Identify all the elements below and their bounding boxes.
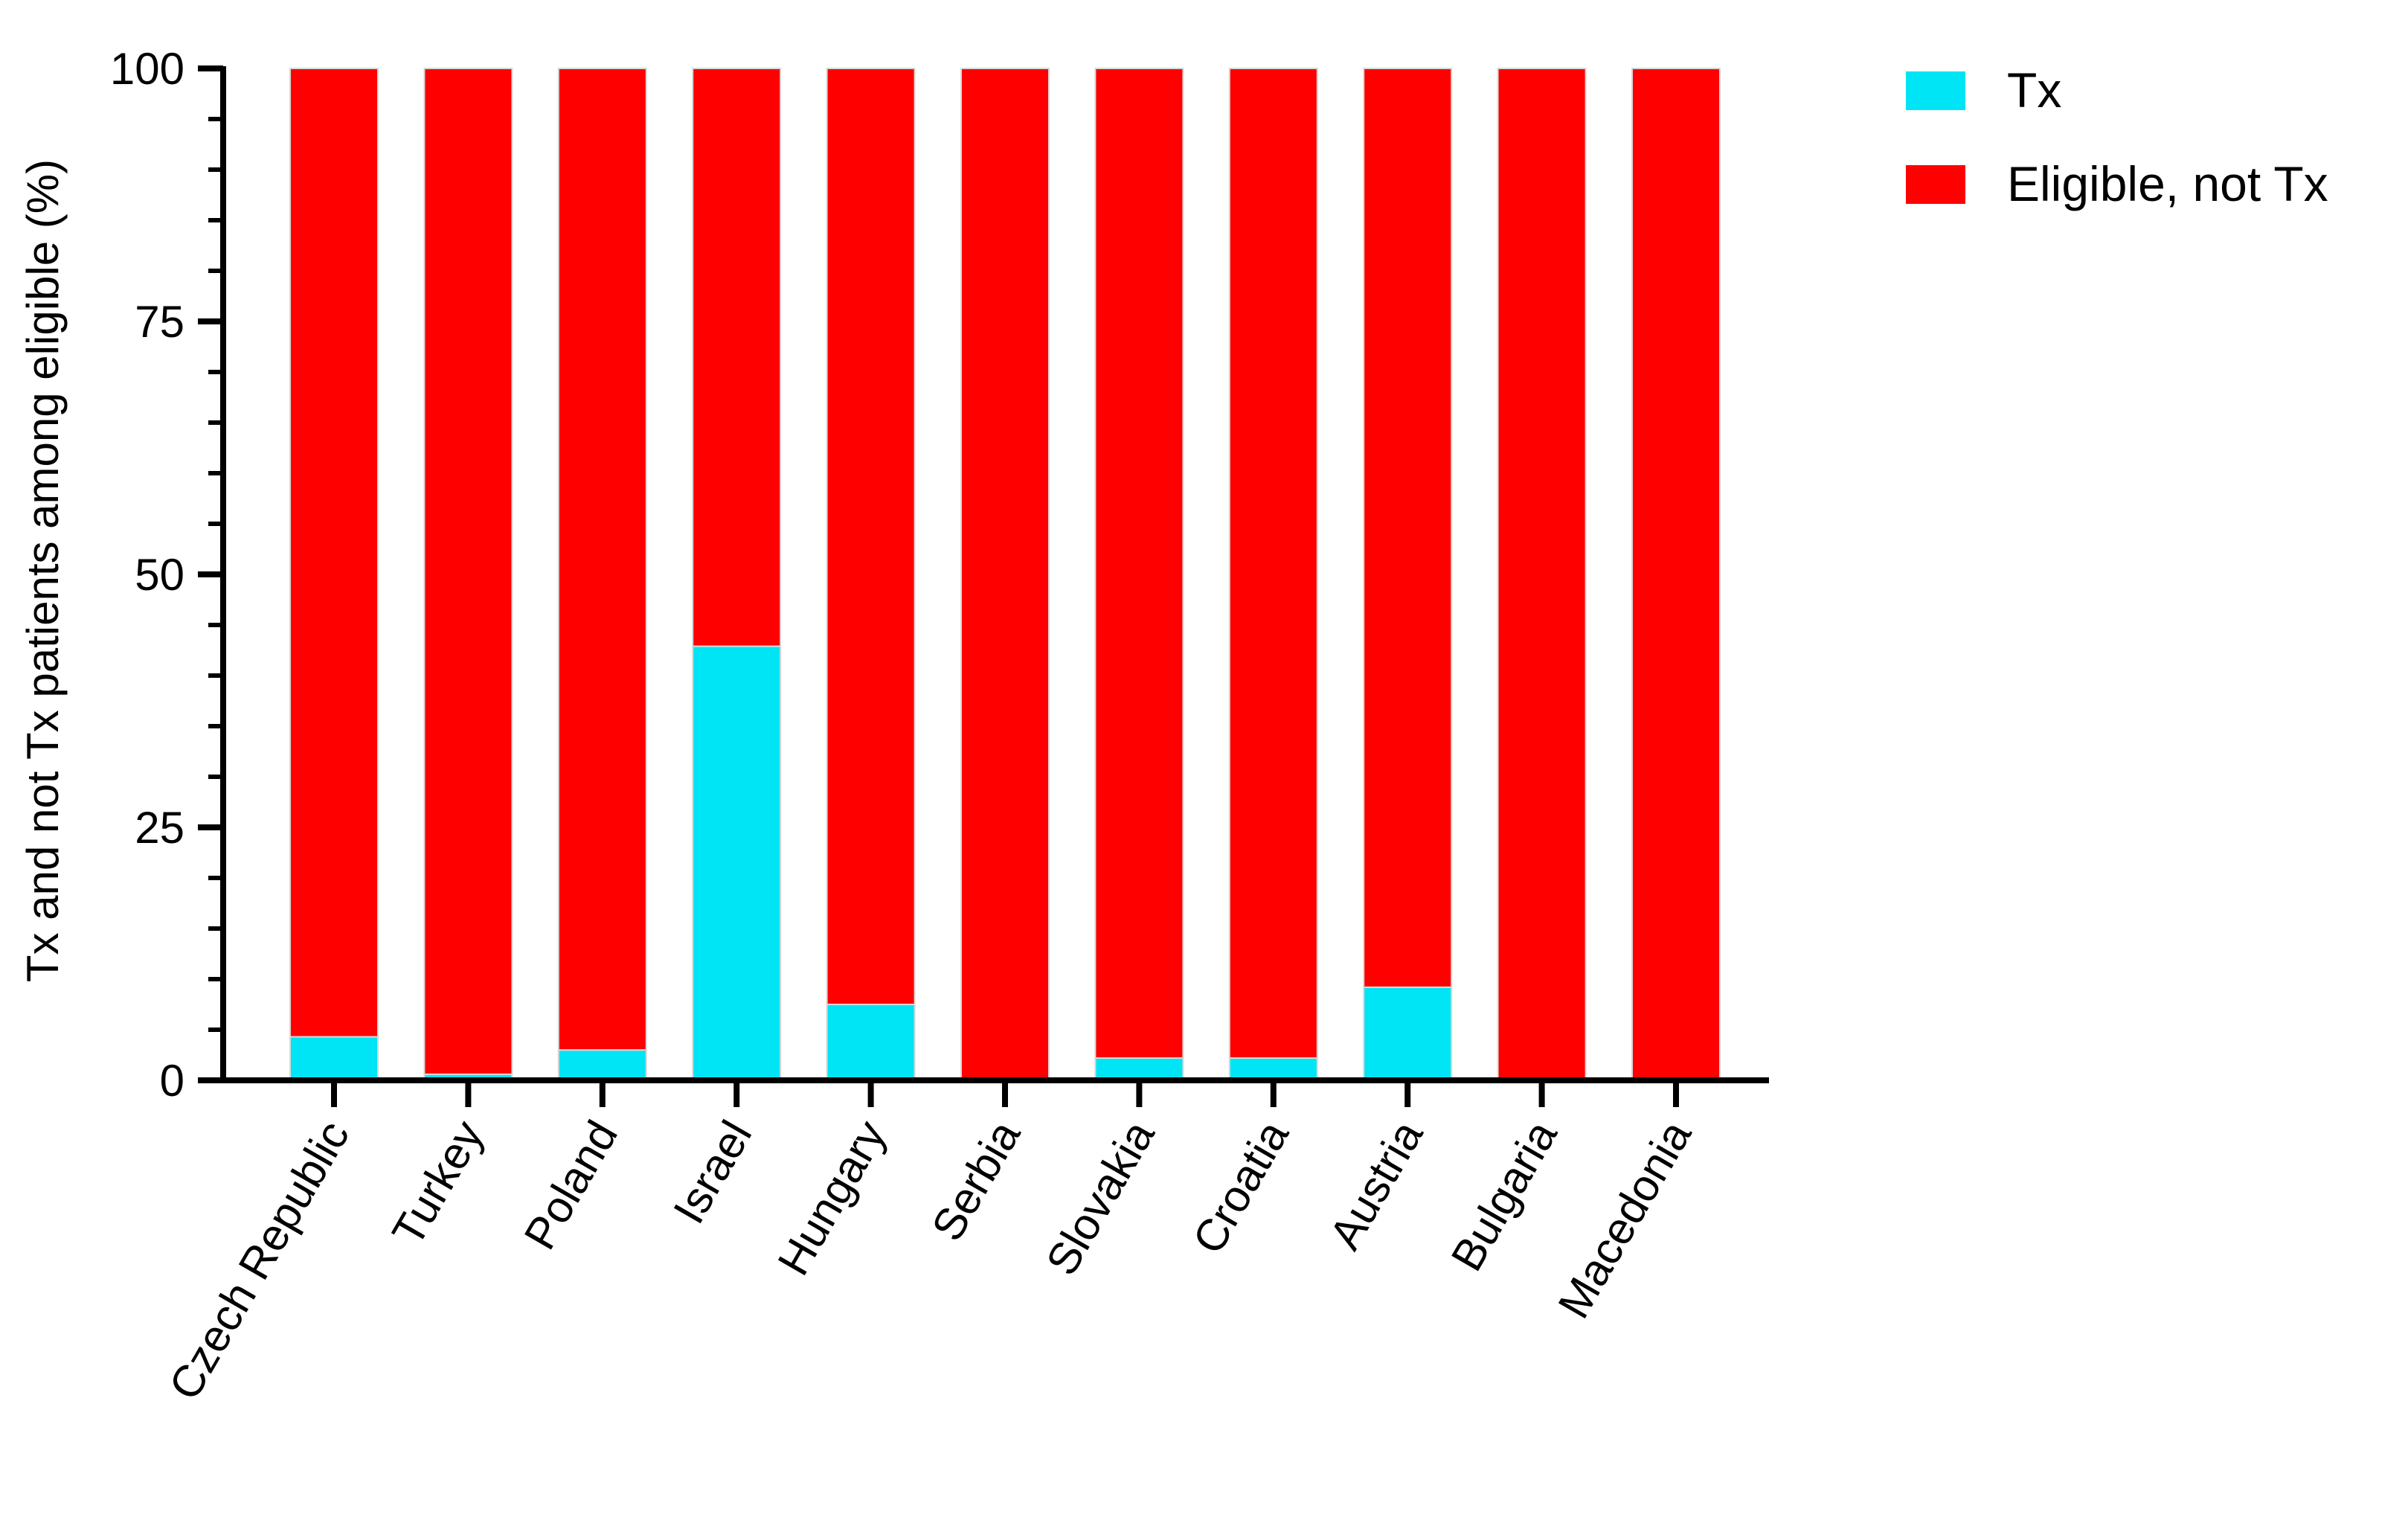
bars-layer <box>289 68 1721 1082</box>
bar-eligible-not-tx-2 <box>557 68 647 1051</box>
x-tick-label: Czech Republic <box>159 1112 359 1408</box>
bar-tx-8 <box>1363 986 1453 1082</box>
legend: Tx Eligible, not Tx <box>1906 62 2328 211</box>
y-tick-label: 100 <box>110 44 184 94</box>
x-tick-labels: Czech Republic Turkey Poland Israel Hungary S… <box>159 1112 1701 1408</box>
y-axis-label: Tx and not Tx patients among eligible (%… <box>18 159 68 982</box>
legend-label-tx: Tx <box>2007 62 2061 118</box>
bar-eligible-not-tx-5 <box>960 68 1050 1081</box>
x-tick-label: Israel <box>664 1112 761 1232</box>
y-tick-label: 50 <box>135 550 184 600</box>
bar-tx-3 <box>692 645 782 1081</box>
bar-eligible-not-tx-10 <box>1631 68 1721 1081</box>
y-tick-label: 75 <box>135 297 184 347</box>
bar-eligible-not-tx-3 <box>692 68 782 647</box>
x-tick-label: Croatia <box>1183 1112 1298 1262</box>
x-tick-label: Poland <box>515 1112 627 1257</box>
x-tick-label: Bulgaria <box>1442 1112 1567 1279</box>
bar-eligible-not-tx-1 <box>423 68 513 1075</box>
legend-label-eligible-not-tx: Eligible, not Tx <box>2007 156 2328 211</box>
bar-tx-2 <box>557 1049 647 1081</box>
x-tick-label: Austria <box>1320 1112 1433 1257</box>
bar-tx-6 <box>1094 1057 1184 1081</box>
bar-tx-0 <box>289 1036 379 1082</box>
bar-eligible-not-tx-4 <box>826 68 916 1005</box>
axes-layer: 0 25 50 75 100 <box>110 44 1769 1107</box>
y-tick-label: 25 <box>135 803 184 853</box>
x-tick-label: Hungary <box>768 1112 895 1283</box>
bar-eligible-not-tx-8 <box>1363 68 1453 988</box>
x-tick-label: Serbia <box>922 1112 1030 1248</box>
y-tick-label: 0 <box>160 1056 184 1106</box>
bar-eligible-not-tx-9 <box>1497 68 1587 1081</box>
legend-swatch-tx <box>1906 71 1965 110</box>
bar-eligible-not-tx-0 <box>289 68 379 1038</box>
x-tick-label: Macedonia <box>1548 1112 1701 1326</box>
legend-swatch-eligible-not-tx <box>1906 165 1965 204</box>
bar-eligible-not-tx-7 <box>1228 68 1318 1059</box>
bar-tx-4 <box>826 1004 916 1081</box>
bar-eligible-not-tx-6 <box>1094 68 1184 1059</box>
x-tick-label: Slovakia <box>1036 1112 1164 1283</box>
bar-tx-7 <box>1228 1057 1318 1081</box>
x-tick-label: Turkey <box>382 1112 493 1254</box>
